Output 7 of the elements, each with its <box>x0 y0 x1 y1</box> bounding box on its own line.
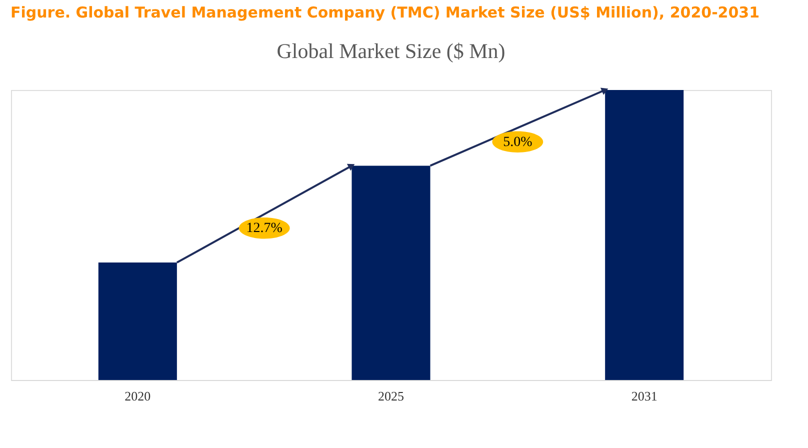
x-tick-label: 2020 <box>124 388 151 404</box>
annotation: 5.0% <box>503 134 533 150</box>
chart-subtitle: Global Market Size ($ Mn) <box>276 38 506 63</box>
annotation: 12.7% <box>246 221 283 236</box>
chart-title: Figure. Global Travel Management Company (TMC) Market Size (US$ Million), 2020-2031 <box>10 3 760 22</box>
x-tick-label: 2031 <box>631 388 658 404</box>
x-tick-label: 2025 <box>378 388 404 404</box>
